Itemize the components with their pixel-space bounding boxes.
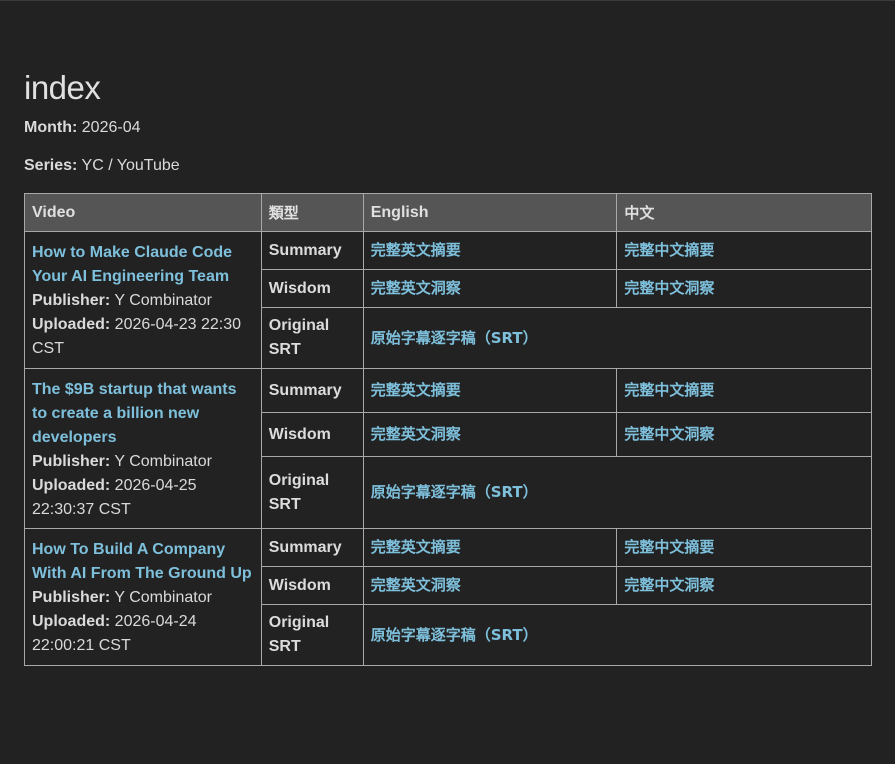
english-link[interactable]: 完整英文洞察 <box>370 425 461 444</box>
video-cell: How To Build A Company With AI From The … <box>24 528 262 666</box>
chinese-cell: 完整中文洞察 <box>616 269 872 308</box>
publisher-value: Y Combinator <box>114 292 212 309</box>
header-chinese: 中文 <box>616 193 872 232</box>
chinese-cell: 完整中文洞察 <box>616 566 872 605</box>
chinese-link[interactable]: 完整中文摘要 <box>624 538 715 556</box>
video-title-link[interactable]: The $9B startup that wants to create a b… <box>32 381 237 446</box>
type-cell: Summary <box>260 528 364 567</box>
month-label: Month: <box>24 119 78 136</box>
header-video: Video <box>24 193 262 232</box>
srt-cell: 原始字幕逐字稿（SRT） <box>362 456 873 529</box>
video-table: Video 類型 English 中文 How to Make Claude C… <box>24 193 873 666</box>
english-link[interactable]: 完整英文摘要 <box>370 538 461 556</box>
video-cell: How to Make Claude Code Your AI Engineer… <box>24 231 262 369</box>
english-cell: 完整英文摘要 <box>362 367 618 414</box>
uploaded-value: 2026-04-23 22:30 CST <box>32 316 241 357</box>
uploaded-label: Uploaded: <box>32 316 111 333</box>
table-row: Original SRT 原始字幕逐字稿（SRT） <box>25 456 873 529</box>
video-title-link[interactable]: How To Build A Company With AI From The … <box>32 541 252 582</box>
english-cell: 完整英文洞察 <box>362 269 618 308</box>
table-header-row: Video 類型 English 中文 <box>24 193 872 232</box>
chinese-cell: 完整中文洞察 <box>616 412 872 458</box>
chinese-cell: 完整中文摘要 <box>616 528 872 567</box>
chinese-link[interactable]: 完整中文摘要 <box>624 241 715 259</box>
header-english: English <box>362 193 618 232</box>
publisher-value: Y Combinator <box>114 589 212 606</box>
type-cell: Wisdom <box>260 269 364 308</box>
srt-link[interactable]: 原始字幕逐字稿（SRT） <box>370 328 538 347</box>
chinese-link[interactable]: 完整中文洞察 <box>624 576 715 594</box>
srt-cell: 原始字幕逐字稿（SRT） <box>362 604 873 666</box>
english-link[interactable]: 完整英文摘要 <box>370 241 461 259</box>
type-cell: Wisdom <box>260 412 364 458</box>
series-label: Series: <box>24 157 78 174</box>
chinese-link[interactable]: 完整中文洞察 <box>624 425 715 444</box>
publisher-label: Publisher: <box>32 453 111 470</box>
chinese-link[interactable]: 完整中文洞察 <box>624 279 715 297</box>
month-line: Month: 2026-04 <box>24 119 140 137</box>
type-cell: Summary <box>260 231 364 270</box>
series-line: Series: YC / YouTube <box>24 157 180 175</box>
table-row: The $9B startup that wants to create a b… <box>24 367 872 529</box>
uploaded-label: Uploaded: <box>32 613 111 630</box>
video-title-link[interactable]: How to Make Claude Code Your AI Engineer… <box>32 244 233 285</box>
header-type: 類型 <box>260 193 364 232</box>
table-row: Wisdom 完整英文洞察 完整中文洞察 <box>25 269 872 308</box>
table-row: Original SRT 原始字幕逐字稿（SRT） <box>25 604 873 666</box>
english-cell: 完整英文洞察 <box>362 412 618 458</box>
publisher-label: Publisher: <box>32 589 111 606</box>
uploaded-label: Uploaded: <box>32 477 111 494</box>
srt-link[interactable]: 原始字幕逐字稿（SRT） <box>370 483 538 502</box>
publisher-value: Y Combinator <box>114 453 212 470</box>
type-cell: Original SRT <box>260 604 364 666</box>
srt-cell: 原始字幕逐字稿（SRT） <box>362 307 873 369</box>
english-cell: 完整英文洞察 <box>362 566 618 605</box>
type-cell: Original SRT <box>260 456 364 529</box>
type-cell: Wisdom <box>260 566 364 605</box>
video-cell: The $9B startup that wants to create a b… <box>24 368 262 529</box>
type-cell: Summary <box>260 367 364 414</box>
uploaded-value: 2026-04-24 22:00:21 CST <box>32 613 197 654</box>
table-row: How To Build A Company With AI From The … <box>24 528 872 666</box>
english-cell: 完整英文摘要 <box>362 528 618 567</box>
publisher-label: Publisher: <box>32 292 111 309</box>
table-row: How to Make Claude Code Your AI Engineer… <box>24 231 872 369</box>
english-link[interactable]: 完整英文摘要 <box>370 381 461 400</box>
chinese-cell: 完整中文摘要 <box>616 231 872 270</box>
type-cell: Original SRT <box>260 307 364 369</box>
table-row: Wisdom 完整英文洞察 完整中文洞察 <box>25 412 872 458</box>
english-link[interactable]: 完整英文洞察 <box>370 279 461 297</box>
srt-link[interactable]: 原始字幕逐字稿（SRT） <box>370 625 538 644</box>
english-link[interactable]: 完整英文洞察 <box>370 576 461 594</box>
uploaded-value: 2026-04-25 22:30:37 CST <box>32 477 197 518</box>
chinese-link[interactable]: 完整中文摘要 <box>624 381 715 400</box>
series-value: YC / YouTube <box>81 157 180 174</box>
month-value: 2026-04 <box>81 119 141 136</box>
table-row: Original SRT 原始字幕逐字稿（SRT） <box>25 307 873 369</box>
page-title: index <box>24 69 101 106</box>
chinese-cell: 完整中文摘要 <box>616 367 872 414</box>
english-cell: 完整英文摘要 <box>362 231 618 270</box>
